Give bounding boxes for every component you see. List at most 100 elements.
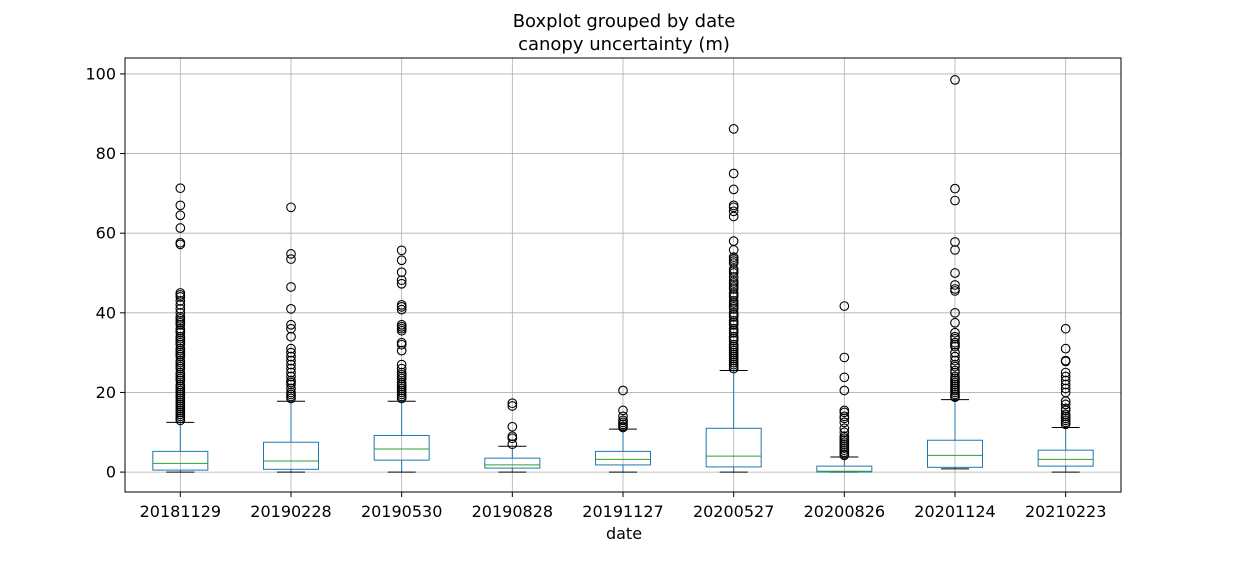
outlier-point <box>507 439 518 450</box>
outlier-point <box>286 363 296 374</box>
box-iqr <box>816 465 873 473</box>
x-tick-label: 20200527 <box>693 502 774 521</box>
outlier-point <box>728 184 739 195</box>
outlier-point <box>1060 343 1071 354</box>
outlier-point <box>728 268 739 278</box>
outlier-point <box>286 355 296 366</box>
outlier-point <box>728 168 739 179</box>
outlier-point <box>728 202 739 213</box>
outlier-point <box>839 423 850 434</box>
outlier-point <box>286 319 296 330</box>
outlier-point <box>175 363 186 374</box>
outlier-point <box>728 363 739 374</box>
outlier-point <box>175 200 186 211</box>
outlier-point <box>396 275 407 286</box>
x-tick-label: 20201124 <box>914 502 995 521</box>
outlier-point <box>1060 379 1071 390</box>
chart-subtitle: canopy uncertainty (m) <box>518 34 730 55</box>
outlier-point <box>1060 396 1071 407</box>
outlier-point <box>839 407 850 418</box>
outlier-point <box>950 237 960 247</box>
y-tick-label: 100 <box>85 64 116 83</box>
outlier-point <box>839 372 850 383</box>
outlier-point <box>950 392 960 403</box>
outlier-point <box>175 300 186 310</box>
outlier-point <box>728 272 739 282</box>
outlier-point <box>396 325 407 336</box>
outlier-point <box>286 347 296 358</box>
x-tick-label: 20190228 <box>250 502 331 521</box>
outlier-point <box>286 202 296 213</box>
y-tick-label: 0 <box>106 463 116 482</box>
outlier-point <box>618 405 628 416</box>
outlier-point <box>175 351 186 362</box>
outlier-point <box>396 363 407 374</box>
x-axis-label: date <box>606 524 642 543</box>
box-group <box>373 400 430 473</box>
outlier-point <box>1060 375 1071 386</box>
outlier-point <box>839 352 850 363</box>
outlier-point <box>728 284 739 294</box>
outlier-point <box>950 317 960 328</box>
x-tick-label: 20190828 <box>472 502 553 521</box>
outlier-point <box>839 385 850 396</box>
x-tick-label: 20200826 <box>804 502 885 521</box>
outlier-point <box>286 383 296 394</box>
outlier-point <box>618 385 628 396</box>
box-iqr <box>152 450 209 471</box>
outlier-point <box>396 267 407 278</box>
box-iqr <box>373 434 430 461</box>
outlier-point <box>286 351 296 362</box>
outlier-point <box>950 280 960 290</box>
outlier-point <box>950 341 960 352</box>
outlier-point <box>286 371 296 382</box>
box-iqr <box>263 441 319 470</box>
outlier-point <box>175 415 186 426</box>
x-tick-label: 20190530 <box>361 502 442 521</box>
outlier-point <box>507 401 518 411</box>
outlier-point <box>728 327 739 338</box>
outlier-point <box>507 433 518 444</box>
outlier-point <box>396 393 407 404</box>
outlier-point <box>286 367 296 378</box>
outlier-point <box>950 355 960 366</box>
outlier-point <box>1060 399 1071 410</box>
outlier-point <box>286 249 296 259</box>
outlier-point <box>1060 419 1071 430</box>
outlier-point <box>286 331 296 342</box>
outlier-point <box>396 359 407 370</box>
x-tick-label: 20181129 <box>140 502 221 521</box>
y-tick-label: 40 <box>96 303 116 322</box>
box-iqr <box>927 439 983 468</box>
box-group <box>927 399 983 470</box>
outlier-point <box>175 239 186 250</box>
x-tick-label: 20210223 <box>1025 502 1106 521</box>
outlier-point <box>728 245 739 255</box>
outlier-point <box>286 359 296 370</box>
y-tick-label: 60 <box>96 224 116 243</box>
y-tick-label: 20 <box>96 383 116 402</box>
outlier-point <box>728 292 739 302</box>
outlier-point <box>175 183 186 194</box>
outlier-point <box>950 75 960 85</box>
outlier-point <box>175 303 186 314</box>
outlier-point <box>396 345 407 356</box>
y-axis: 0 20 40 60 80 100 <box>85 64 125 482</box>
outlier-point <box>286 393 296 404</box>
outlier-point <box>286 379 296 390</box>
box-group <box>263 400 319 473</box>
box-group <box>705 370 762 473</box>
box-iqr <box>595 450 651 466</box>
outlier-point <box>175 223 186 233</box>
outlier-point <box>175 210 186 221</box>
outlier-point <box>175 327 186 338</box>
outlier-point <box>396 304 407 315</box>
outlier-point <box>728 211 739 222</box>
outlier-point <box>396 373 407 384</box>
outlier-point <box>1060 367 1071 378</box>
outlier-point <box>396 255 407 266</box>
outlier-point <box>950 307 960 318</box>
outlier-point <box>950 367 960 378</box>
outlier-point <box>950 245 960 255</box>
outlier-point <box>286 282 296 292</box>
